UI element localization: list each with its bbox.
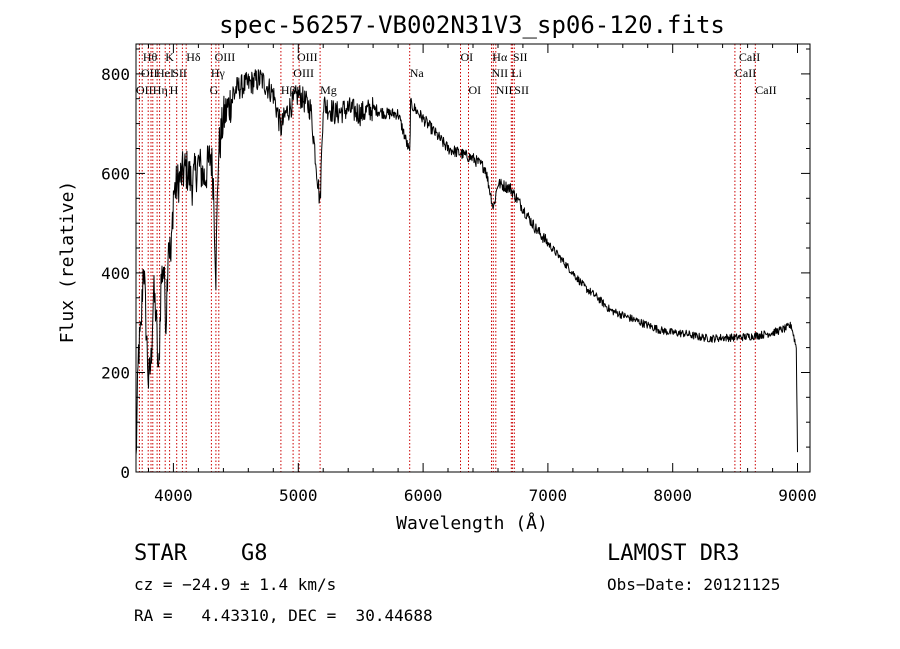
subclass: G8 bbox=[241, 541, 268, 566]
y-tick-label: 600 bbox=[101, 164, 130, 183]
spectral-line-label: OIII bbox=[297, 50, 318, 64]
x-tick-label: 8000 bbox=[653, 486, 692, 505]
spectral-lines bbox=[138, 44, 756, 472]
y-tick-label: 0 bbox=[120, 463, 130, 482]
x-tick-label: 7000 bbox=[529, 486, 568, 505]
spectral-line-label: OI bbox=[469, 83, 482, 97]
spectral-line-label: H bbox=[170, 83, 179, 97]
object-class: STAR bbox=[134, 541, 188, 566]
spectral-line-label: NII bbox=[492, 66, 509, 80]
axis-ticks: 4000 5000 6000 7000 8000 9000 0 200 400 600 800 bbox=[101, 44, 817, 505]
redshift-text: cz = −24.9 ± 1.4 km/s bbox=[134, 575, 336, 594]
spectral-line-label: NII bbox=[496, 83, 513, 97]
spectral-line-label: OIII bbox=[215, 50, 236, 64]
y-tick-label: 800 bbox=[101, 65, 130, 84]
spectral-line-label: Hθ bbox=[143, 50, 158, 64]
spectral-line-label: Na bbox=[410, 66, 425, 80]
spectral-line-label: CaII bbox=[755, 83, 776, 97]
y-tick-label: 200 bbox=[101, 364, 130, 383]
spectral-line-label: Mg bbox=[320, 83, 337, 97]
spectral-line-label: SII bbox=[172, 66, 187, 80]
x-tick-label: 4000 bbox=[154, 486, 193, 505]
x-tick-label: 5000 bbox=[279, 486, 318, 505]
spectral-line-label: OII bbox=[141, 66, 158, 80]
y-tick-label: 400 bbox=[101, 264, 130, 283]
spectral-line-label: Hβ bbox=[281, 83, 296, 97]
spectral-line-label: OII bbox=[136, 83, 153, 97]
spectral-line-label: OI bbox=[461, 50, 474, 64]
spectral-line-label: Hγ bbox=[211, 66, 226, 80]
x-tick-label: 6000 bbox=[404, 486, 443, 505]
spectral-line-label: SII bbox=[513, 50, 528, 64]
plot-frame bbox=[135, 43, 811, 473]
spectrum-line bbox=[135, 69, 798, 456]
spectral-line-label: G bbox=[210, 83, 219, 97]
spectral-line-label: K bbox=[165, 50, 174, 64]
x-axis-label: Wavelength (Å) bbox=[396, 512, 548, 534]
spectral-line-label: CaII bbox=[739, 50, 760, 64]
spectral-line-label: SII bbox=[514, 83, 529, 97]
spectral-line-label: OIII bbox=[293, 66, 314, 80]
spectral-line-label: Hδ bbox=[186, 50, 201, 64]
spectral-line-label: Li bbox=[511, 66, 522, 80]
y-axis-label: Flux (relative) bbox=[57, 181, 78, 344]
x-tick-label: 9000 bbox=[778, 486, 817, 505]
survey-name: LAMOST DR3 bbox=[607, 541, 739, 566]
spectral-line-label: CaII bbox=[735, 66, 756, 80]
spectral-line-label: Hα bbox=[492, 50, 508, 64]
coordinates-text: RA = 4.43310, DEC = 30.44688 bbox=[134, 606, 433, 625]
spectral-line-label: Hη bbox=[153, 83, 168, 97]
chart-title: spec-56257-VB002N31V3_sp06-120.fits bbox=[219, 11, 725, 39]
spectral-line-label: HeI bbox=[156, 66, 174, 80]
obs-date-text: Obs−Date: 20121125 bbox=[607, 575, 780, 594]
spectrum-trace bbox=[135, 69, 798, 456]
